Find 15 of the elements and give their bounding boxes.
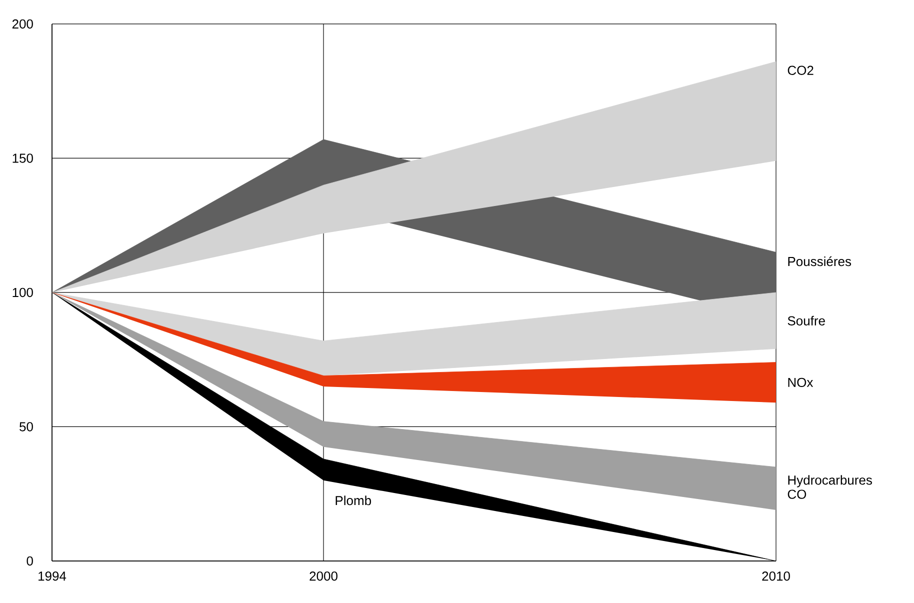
- series-label: Poussiéres: [788, 256, 852, 266]
- x-tick-label: 2010: [762, 572, 790, 581]
- x-tick-label: 2000: [310, 572, 338, 581]
- y-tick-label: 200: [12, 19, 33, 29]
- text: Soufre: [788, 316, 825, 326]
- y-tick-label: 150: [12, 154, 33, 163]
- y-tick-label: 50: [20, 422, 33, 432]
- series-label: NOx: [788, 378, 814, 388]
- annotation: CO: [788, 490, 806, 499]
- series-label: Hydrocarbures: [788, 475, 872, 488]
- series-label: CO2: [788, 66, 814, 75]
- x-tick-label: 1994: [38, 572, 66, 581]
- y-tick-label: 0: [26, 556, 33, 566]
- y-tick-label: 100: [12, 288, 33, 298]
- series-label: Plomb: [336, 496, 372, 506]
